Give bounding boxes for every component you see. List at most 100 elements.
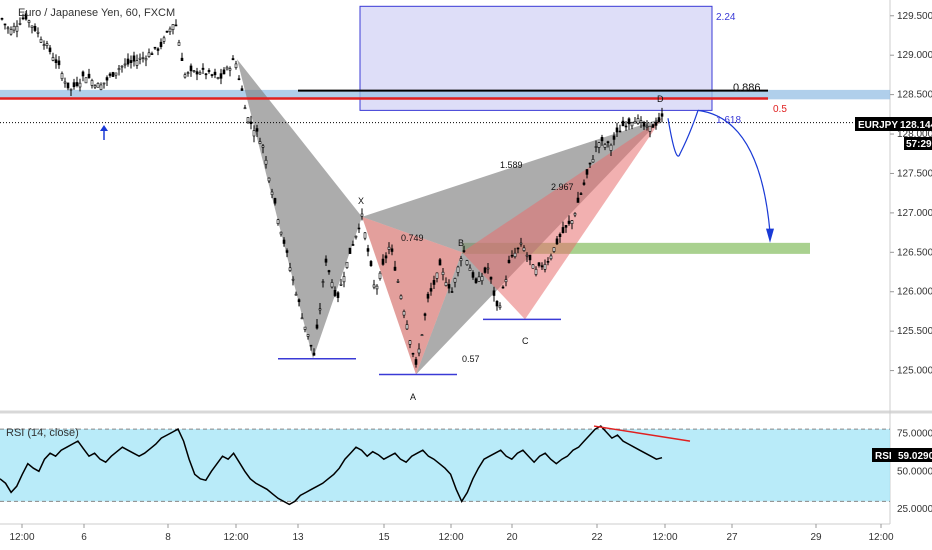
candle-body [90,80,94,86]
target-zone[interactable] [462,242,810,254]
candle-body [447,284,451,289]
candle-body [45,43,49,46]
candle-body [639,120,643,123]
candle-body [660,113,664,117]
candle-body [267,177,271,182]
candle-body [291,278,295,281]
level-label-1618: 1.618 [716,115,741,126]
price-badge[interactable]: EURJPY 128.144 [855,117,932,131]
candle-body [528,254,532,261]
candle-body [189,65,193,72]
rsi-badge[interactable]: RSI 59.0290 [872,448,932,462]
candle-body [369,261,373,267]
candle-body [303,326,307,330]
projected-decline-arrow[interactable] [697,109,771,233]
candle-body [606,141,610,144]
candle-body [48,47,52,52]
time-tick-label: 20 [506,532,518,543]
candle-body [603,144,607,148]
candle-body [642,122,646,127]
candle-body [540,265,544,268]
candle-body [576,197,580,203]
candle-body [156,48,160,51]
candle-body [510,254,514,257]
time-tick-label: 12:00 [438,532,463,543]
candle-body [87,73,91,79]
candle-body [618,130,622,133]
candle-body [321,281,325,283]
resistance-zone[interactable] [0,89,890,100]
candle-body [186,72,190,74]
candle-body [573,213,577,216]
candle-body [300,317,304,320]
candle-body [141,57,145,59]
candle-body [630,122,634,127]
candle-body [297,299,301,303]
price-tick-label: 129.000 [897,50,932,61]
candle-body [624,125,628,128]
price-tick-label: 125.000 [897,366,932,377]
candle-body [18,23,22,25]
rsi-tick-label: 50.0000 [897,466,932,477]
ratio-ab: 0.749 [401,233,424,243]
candle-body [552,247,556,252]
candle-body [372,284,376,288]
candle-body [57,60,61,66]
candle-body [180,57,184,61]
point-d-label: D [657,94,664,104]
candle-body [555,238,559,245]
point-b-label: B [458,238,464,248]
candle-body [450,291,454,293]
candle-body [441,271,445,275]
time-tick-label: 13 [292,532,304,543]
candle-body [195,71,199,75]
candle-body [357,227,361,230]
candle-body [114,72,118,76]
candle-body [591,159,595,163]
candle-body [315,324,319,329]
price-tick-label: 125.500 [897,326,932,337]
candle-body [165,30,169,33]
candle-body [366,248,370,252]
candle-body [177,42,181,46]
time-tick-label: 12:00 [223,532,248,543]
candle-body [36,31,40,34]
point-x-label: X [358,196,364,206]
rsi-tick-label: 25.0000 [897,504,932,515]
candle-body [411,352,415,355]
candle-body [96,83,100,88]
projected-pullback-arrow[interactable] [667,110,699,157]
candle-body [135,60,139,66]
candle-body [609,144,613,151]
candles [0,10,664,368]
time-tick-label: 6 [81,532,87,543]
candle-body [270,191,274,196]
candle-body [330,282,334,288]
candle-body [264,159,268,165]
candle-body [567,220,571,224]
candle-body [84,77,88,84]
candle-body [612,135,616,140]
candle-body [39,39,43,43]
pattern-bcd-red[interactable] [462,118,662,320]
ratio-bc: 0.57 [462,354,480,364]
candle-body [597,142,601,148]
candle-body [561,227,565,234]
rsi-divergence-line[interactable] [593,425,691,442]
candle-body [417,348,421,354]
price-tick-label: 126.000 [897,287,932,298]
candle-body [345,261,349,268]
candle-body [426,293,430,299]
candle-body [453,278,457,283]
up-arrow-icon [100,125,108,140]
candle-body [120,65,124,68]
point-c-label: C [522,336,529,346]
candle-body [81,71,85,77]
candle-body [60,73,64,80]
candle-body [381,258,385,265]
rsi-line[interactable] [0,425,663,506]
candle-body [519,242,523,245]
candle-body [645,125,649,128]
candle-body [363,232,367,239]
